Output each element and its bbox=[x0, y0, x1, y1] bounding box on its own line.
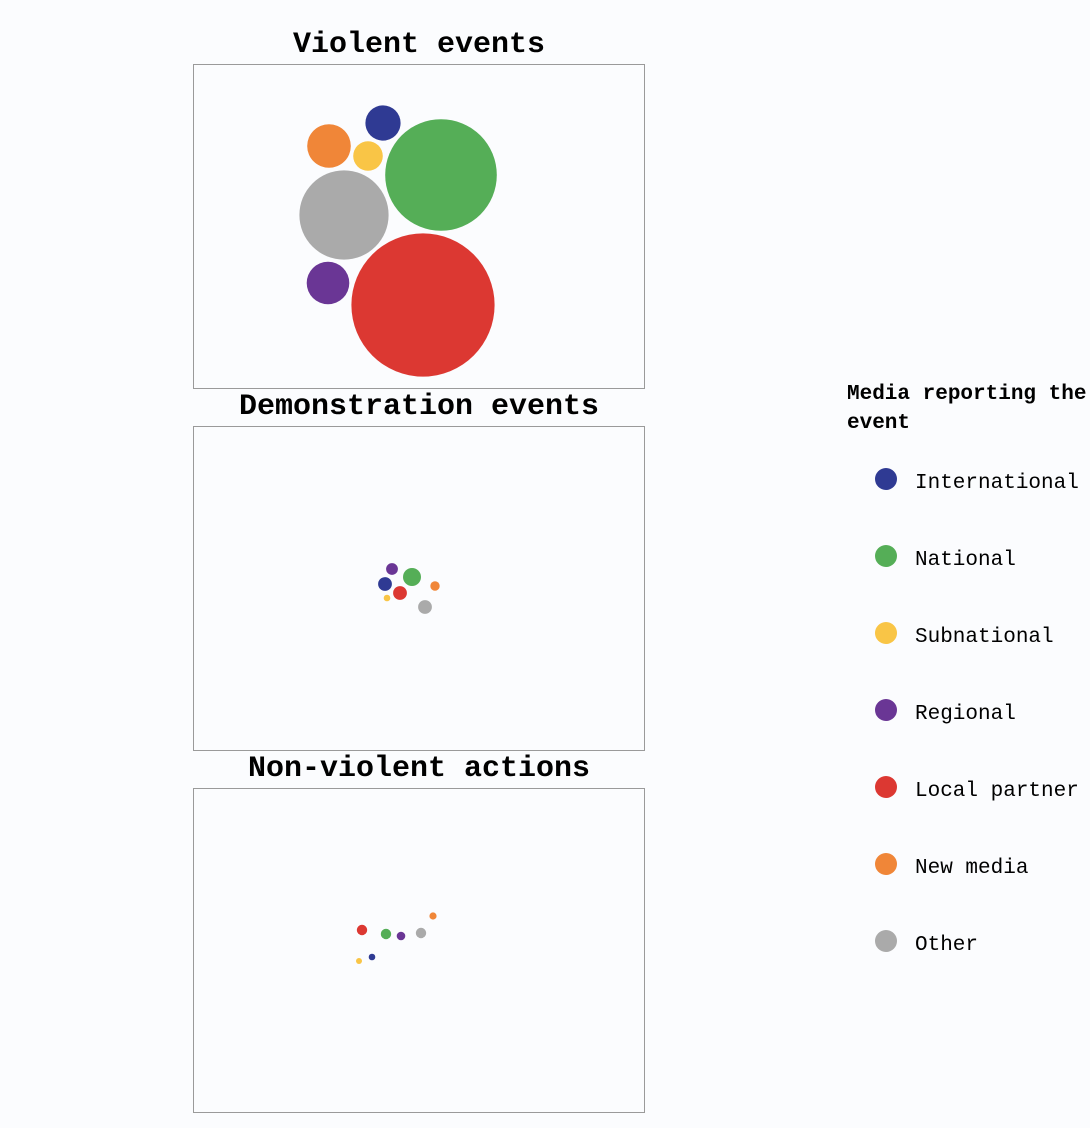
bubble-local-partner[interactable] bbox=[356, 924, 368, 936]
bubble-chart-violent bbox=[299, 105, 497, 377]
legend-title: Media reporting the event bbox=[847, 383, 1087, 435]
chart-panel-nonviolent bbox=[193, 788, 645, 1113]
bubble-other[interactable] bbox=[415, 927, 427, 939]
legend-swatch bbox=[875, 545, 897, 567]
legend-item-national: National bbox=[875, 545, 1085, 622]
legend-item-local-partner: Local partner bbox=[875, 776, 1085, 853]
legend-swatch bbox=[875, 468, 897, 490]
bubble-chart-nonviolent bbox=[356, 912, 437, 964]
bubble-other[interactable] bbox=[418, 600, 432, 614]
legend-item-regional: Regional bbox=[875, 699, 1085, 776]
legend-items: International National Subnational Regional… bbox=[847, 468, 1087, 1007]
legend-item-other: Other bbox=[875, 930, 1085, 1007]
legend-item-international: International bbox=[875, 468, 1085, 545]
bubble-international[interactable] bbox=[365, 105, 401, 141]
legend-swatch bbox=[875, 776, 897, 798]
chart-title-nonviolent: Non-violent actions bbox=[247, 752, 591, 786]
bubble-subnational[interactable] bbox=[356, 958, 362, 964]
bubble-national[interactable] bbox=[385, 119, 497, 231]
legend-label: New media bbox=[915, 857, 1029, 880]
chart-panel-demonstration bbox=[193, 426, 645, 751]
bubble-subnational[interactable] bbox=[353, 141, 383, 171]
legend-label: Other bbox=[915, 934, 979, 957]
bubble-national[interactable] bbox=[380, 928, 392, 940]
legend-swatch bbox=[875, 853, 897, 875]
bubble-new-media[interactable] bbox=[307, 124, 351, 168]
bubble-regional[interactable] bbox=[306, 261, 350, 305]
legend-label: Subnational bbox=[915, 626, 1054, 649]
bubble-regional[interactable] bbox=[386, 563, 398, 575]
bubble-international[interactable] bbox=[378, 577, 392, 591]
legend-swatch bbox=[875, 622, 897, 644]
chart-title-violent: Violent events bbox=[292, 28, 546, 62]
legend-label: Regional bbox=[915, 703, 1016, 726]
legend-swatch bbox=[875, 930, 897, 952]
chart-title-demonstration: Demonstration events bbox=[238, 390, 600, 424]
legend-label: Local partner bbox=[915, 780, 1079, 803]
bubble-regional[interactable] bbox=[396, 931, 406, 941]
bubble-chart-demonstration bbox=[378, 563, 440, 614]
bubble-other[interactable] bbox=[299, 170, 389, 260]
bubble-local-partner[interactable] bbox=[393, 586, 407, 600]
legend-item-subnational: Subnational bbox=[875, 622, 1085, 699]
chart-panel-violent bbox=[193, 64, 645, 389]
legend-item-new-media: New media bbox=[875, 853, 1085, 930]
legend-label: International bbox=[915, 472, 1079, 495]
bubble-new-media[interactable] bbox=[429, 912, 437, 920]
bubble-subnational[interactable] bbox=[383, 594, 391, 602]
legend: Media reporting the event International N… bbox=[847, 380, 1087, 1007]
legend-swatch bbox=[875, 699, 897, 721]
bubble-local-partner[interactable] bbox=[351, 233, 495, 377]
bubble-new-media[interactable] bbox=[430, 581, 440, 591]
bubble-international[interactable] bbox=[368, 953, 376, 961]
bubble-national[interactable] bbox=[403, 568, 421, 586]
legend-label: National bbox=[915, 549, 1016, 572]
